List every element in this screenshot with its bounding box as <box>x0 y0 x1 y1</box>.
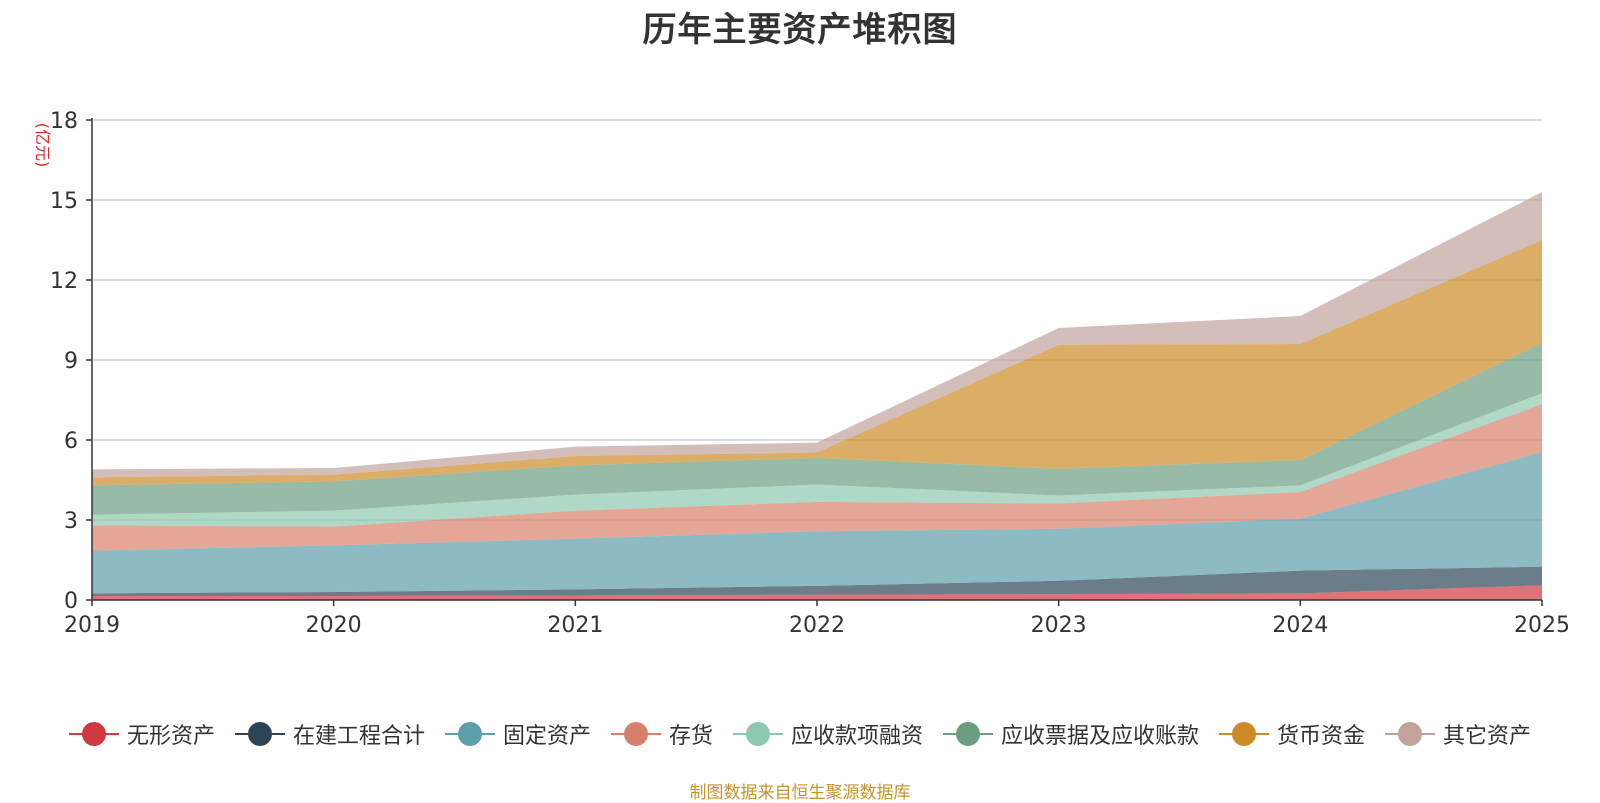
legend-label: 无形资产 <box>126 724 215 749</box>
legend-item-0[interactable]: 无形资产 <box>68 718 215 750</box>
y-axis-unit-label: (亿元) <box>33 123 52 168</box>
legend-marker-icon <box>943 722 994 746</box>
area-series-2[interactable] <box>92 452 1542 594</box>
legend-marker-icon <box>1219 722 1270 746</box>
legend-label: 固定资产 <box>502 724 591 749</box>
legend-marker-icon <box>68 722 119 746</box>
x-tick-label: 2022 <box>789 613 845 638</box>
axes: 0 3 6 9 12 15 18 2019 2020 2021 2022 2023 2024 2025 <box>50 109 1570 638</box>
legend-label: 存货 <box>668 724 713 749</box>
legend-item-2[interactable]: 固定资产 <box>444 718 591 750</box>
x-tick-label: 2023 <box>1031 613 1087 638</box>
legend-label: 其它资产 <box>1443 724 1532 749</box>
y-tick-label: 18 <box>50 109 78 134</box>
area-series-0[interactable] <box>92 585 1542 600</box>
x-tick-label: 2020 <box>306 613 362 638</box>
y-tick-label: 15 <box>50 189 78 214</box>
area-series-layer <box>92 192 1542 600</box>
x-tick-label: 2019 <box>64 613 120 638</box>
area-series-6[interactable] <box>92 240 1542 486</box>
area-series-7[interactable] <box>92 192 1542 478</box>
source-note: 制图数据来自恒生聚源数据库 <box>689 783 911 803</box>
y-tick-label: 3 <box>64 509 78 534</box>
legend-item-5[interactable]: 应收票据及应收账款 <box>943 718 1199 750</box>
y-tick-label: 0 <box>64 589 78 614</box>
legend-label: 应收款项融资 <box>791 724 924 749</box>
legend-label: 应收票据及应收账款 <box>1001 724 1200 749</box>
y-tick-label: 9 <box>64 349 78 374</box>
legend-marker-icon <box>610 722 661 746</box>
area-series-1[interactable] <box>92 566 1542 596</box>
legend-item-6[interactable]: 货币资金 <box>1219 718 1365 750</box>
legend: 无形资产 在建工程合计 固定资产 存货 应收款项融资 应收票据及应收账款 货币资金 其它资产 <box>0 718 1600 750</box>
legend-label: 在建工程合计 <box>292 724 425 749</box>
legend-item-3[interactable]: 存货 <box>610 718 713 750</box>
x-tick-label: 2025 <box>1514 613 1570 638</box>
chart-title: 历年主要资产堆积图 <box>642 10 958 50</box>
y-tick-label: 6 <box>64 429 78 454</box>
legend-marker-icon <box>1385 722 1436 746</box>
legend-marker-icon <box>444 722 495 746</box>
x-tick-label: 2021 <box>547 613 603 638</box>
legend-item-4[interactable]: 应收款项融资 <box>733 718 923 750</box>
y-tick-label: 12 <box>50 269 78 294</box>
area-series-3[interactable] <box>92 404 1542 551</box>
legend-marker-icon <box>234 722 285 746</box>
legend-item-7[interactable]: 其它资产 <box>1385 718 1531 750</box>
legend-label: 货币资金 <box>1277 724 1366 749</box>
legend-item-1[interactable]: 在建工程合计 <box>234 718 425 750</box>
x-tick-label: 2024 <box>1272 613 1328 638</box>
legend-marker-icon <box>733 722 783 746</box>
area-series-5[interactable] <box>92 342 1542 515</box>
area-series-4[interactable] <box>92 393 1542 527</box>
